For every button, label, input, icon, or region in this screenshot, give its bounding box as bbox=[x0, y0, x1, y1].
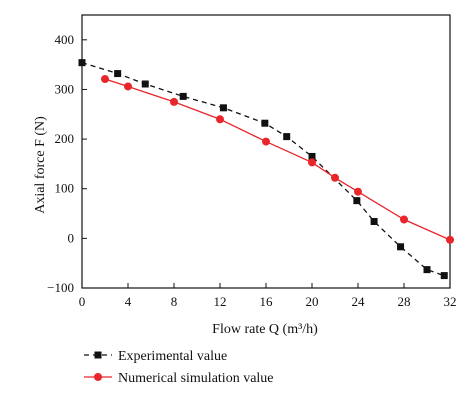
data-point-circle bbox=[446, 235, 454, 244]
x-tick-label: 32 bbox=[444, 294, 457, 309]
data-point-square bbox=[179, 92, 187, 100]
data-point-square bbox=[308, 152, 316, 160]
plot-frame bbox=[81, 14, 451, 289]
data-point-square bbox=[370, 217, 378, 225]
legend-marker-circle bbox=[94, 373, 102, 381]
data-point-square bbox=[440, 272, 448, 280]
x-tick-label: 28 bbox=[398, 294, 411, 309]
series-line-1 bbox=[81, 62, 445, 277]
x-axis-label: Flow rate Q (m³/h) bbox=[212, 322, 318, 337]
data-point-circle bbox=[262, 137, 270, 146]
data-point-square bbox=[353, 197, 361, 205]
data-point-circle bbox=[170, 97, 178, 106]
y-tick-label: 300 bbox=[55, 81, 75, 96]
data-point-circle bbox=[308, 158, 316, 167]
series-layer bbox=[78, 59, 454, 280]
x-tick-label: 20 bbox=[306, 294, 319, 309]
data-point-square bbox=[397, 243, 405, 251]
legend-marker-square bbox=[94, 351, 102, 359]
axes: 0 4 8 12 16 20 24 28 32 −100 0 100 200 300 400 bbox=[47, 14, 457, 309]
x-tick-label: 16 bbox=[260, 294, 274, 309]
x-tick-label: 4 bbox=[125, 294, 132, 309]
data-point-circle bbox=[101, 75, 109, 84]
y-tick-label: 100 bbox=[55, 181, 75, 196]
data-point-square bbox=[114, 70, 122, 78]
x-tick-label: 0 bbox=[79, 294, 86, 309]
data-point-circle bbox=[400, 215, 408, 224]
data-point-square bbox=[283, 133, 291, 141]
data-point-circle bbox=[354, 187, 362, 196]
data-point-circle bbox=[331, 173, 339, 182]
y-tick-label: 400 bbox=[55, 32, 75, 47]
x-tick-label: 12 bbox=[214, 294, 227, 309]
x-tick-label: 8 bbox=[171, 294, 178, 309]
legend: Experimental value Numerical simulation v… bbox=[84, 349, 274, 386]
data-point-square bbox=[141, 80, 149, 88]
y-tick-label: 0 bbox=[68, 230, 75, 245]
x-tick-label: 24 bbox=[352, 294, 366, 309]
data-point-square bbox=[78, 59, 86, 67]
legend-label-1: Experimental value bbox=[118, 349, 227, 364]
data-point-circle bbox=[124, 82, 132, 91]
y-axis-label: Axial force F (N) bbox=[33, 116, 48, 214]
data-point-square bbox=[219, 104, 227, 112]
data-point-square bbox=[261, 119, 269, 127]
legend-label-2: Numerical simulation value bbox=[118, 371, 274, 386]
y-tick-label: −100 bbox=[47, 280, 74, 295]
y-tick-label: 200 bbox=[55, 131, 75, 146]
data-point-circle bbox=[216, 115, 224, 124]
series-line-2 bbox=[104, 78, 451, 241]
data-point-square bbox=[423, 266, 431, 274]
